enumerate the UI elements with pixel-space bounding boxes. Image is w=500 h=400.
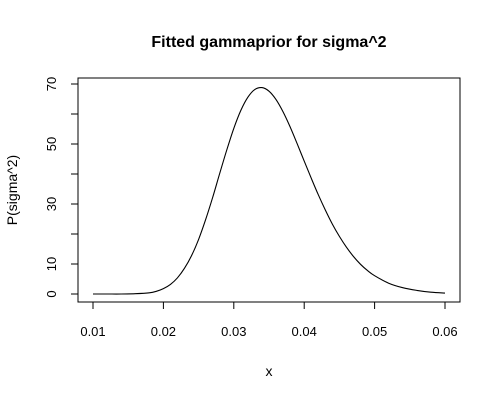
x-tick-label-1: 0.02 (151, 324, 176, 339)
y-axis-label: P(sigma^2) (4, 155, 20, 225)
x-tick-label-4: 0.05 (362, 324, 387, 339)
y-axis: 0 10 30 50 70 (44, 77, 79, 298)
density-curve-line (92, 86, 446, 295)
x-axis-label: x (266, 363, 273, 379)
x-tick-label-0: 0.01 (80, 324, 105, 339)
y-tick-label-5: 50 (44, 137, 59, 151)
y-tick-label-0: 0 (44, 290, 59, 297)
x-axis: 0.01 0.02 0.03 0.04 0.05 0.06 (80, 301, 458, 339)
x-tick-label-3: 0.04 (292, 324, 317, 339)
y-tick-label-1: 10 (44, 257, 59, 271)
x-tick-label-5: 0.06 (432, 324, 457, 339)
plot-frame (77, 77, 461, 303)
y-tick-label-7: 70 (44, 77, 59, 91)
y-tick-label-3: 30 (44, 197, 59, 211)
chart-title: Fitted gammaprior for sigma^2 (151, 34, 386, 51)
x-tick-label-2: 0.03 (221, 324, 246, 339)
